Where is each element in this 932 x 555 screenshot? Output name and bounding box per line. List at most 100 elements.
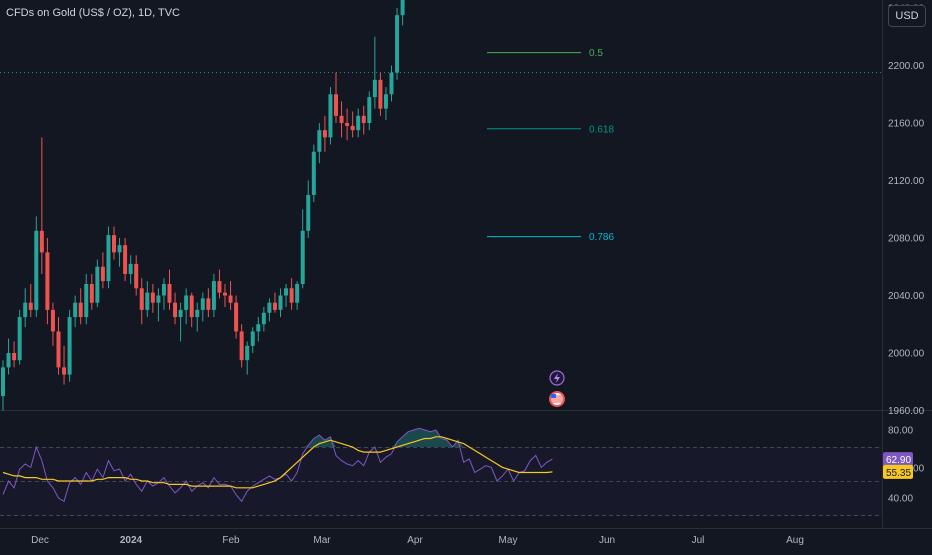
- fib-extension-label: 0.618: [589, 124, 614, 135]
- time-axis-label: Feb: [222, 535, 240, 546]
- candle-body: [39, 230, 44, 253]
- fib-extension-label: 0.786: [589, 232, 614, 243]
- rsi-value-label: 62.90: [886, 455, 911, 466]
- candle-body: [389, 72, 394, 95]
- candle-body: [311, 151, 316, 195]
- candle-body: [112, 235, 116, 253]
- candle-body: [239, 331, 244, 361]
- candle-body: [84, 284, 89, 318]
- candle-body: [123, 245, 128, 274]
- candle-body: [100, 266, 105, 282]
- candle-body: [17, 317, 22, 361]
- candle-body: [23, 302, 28, 318]
- candle-body: [322, 130, 327, 138]
- candle-body: [50, 309, 55, 332]
- event-icons[interactable]: [549, 370, 565, 407]
- candle-body: [106, 235, 111, 282]
- candle-body: [328, 94, 333, 138]
- candle-body: [228, 295, 233, 303]
- candle-body: [34, 230, 39, 310]
- candle-body: [184, 295, 189, 310]
- candle-body: [350, 125, 355, 131]
- us-flag-icon: [549, 391, 565, 407]
- price-tick-label: 2000.00: [888, 349, 925, 360]
- flag-canton: [551, 394, 556, 398]
- rsi-tick-label: 80.00: [888, 426, 913, 437]
- currency-button[interactable]: USD: [888, 5, 926, 27]
- price-tick-label: 2160.00: [888, 119, 925, 130]
- lightning-icon: [549, 370, 565, 386]
- candle-body: [250, 331, 255, 346]
- time-axis-label: Jul: [692, 535, 705, 546]
- candle-body: [211, 281, 216, 310]
- time-axis-label: Aug: [786, 535, 804, 546]
- candle-body: [306, 194, 311, 231]
- candle-body: [234, 302, 239, 332]
- rsi-ma-line: [2, 436, 553, 489]
- candle-body: [73, 302, 78, 318]
- price-tick-label: 2200.00: [888, 61, 925, 72]
- rsi-tick-label: 40.00: [888, 494, 913, 505]
- candle-body: [95, 266, 100, 303]
- candle-body: [56, 331, 61, 368]
- candle-body: [189, 295, 194, 318]
- candle-body: [89, 284, 94, 303]
- candle-body: [395, 15, 400, 73]
- candle-body: [134, 263, 139, 289]
- candle-body: [295, 284, 300, 303]
- candle-body: [128, 263, 133, 274]
- symbol-title[interactable]: CFDs on Gold (US$ / OZ), 1D, TVC: [6, 7, 181, 19]
- candle-body: [167, 284, 172, 303]
- candle-body: [383, 94, 388, 109]
- candle-body: [161, 284, 166, 296]
- lightning-bolt: [554, 373, 560, 383]
- rsi-value-tag: [883, 452, 913, 467]
- candle-body: [28, 302, 33, 310]
- candle-body: [356, 115, 361, 131]
- candle-body: [145, 292, 150, 310]
- candle-body: [345, 123, 350, 126]
- candle-body: [339, 115, 344, 123]
- candle-body: [67, 317, 72, 375]
- candle-body: [62, 367, 67, 375]
- candle-body: [195, 309, 200, 318]
- candle-body: [200, 298, 205, 310]
- candle-body: [334, 94, 338, 116]
- candle-body: [6, 353, 11, 368]
- candle-body: [1, 367, 5, 397]
- candle-body: [139, 288, 144, 310]
- candle-body: [206, 298, 211, 310]
- candle-body: [278, 295, 283, 310]
- time-axis-label: Dec: [31, 535, 49, 546]
- candle-body: [361, 115, 366, 123]
- candle-body: [45, 252, 50, 310]
- price-tick-label: 2040.00: [888, 291, 925, 302]
- candle-body: [378, 79, 383, 109]
- price-tick-label: 2080.00: [888, 234, 925, 245]
- fib-extension-label: 0.5: [589, 48, 603, 59]
- candle-body: [267, 302, 272, 313]
- candle-body: [272, 302, 277, 310]
- rsi-pane: [2, 427, 553, 503]
- candle-body: [150, 292, 155, 303]
- rsi-ma-label: 55.35: [886, 468, 911, 479]
- candle-body: [289, 288, 294, 303]
- candle-body: [261, 312, 266, 325]
- time-axis-label: 2024: [120, 535, 143, 546]
- time-axis-label: Mar: [313, 535, 331, 546]
- candle-body: [12, 353, 17, 361]
- time-axis-label: May: [499, 535, 518, 546]
- candle-series: [1, 0, 405, 411]
- candle-body: [300, 230, 305, 284]
- candle-body: [400, 0, 405, 16]
- candle-body: [284, 288, 289, 296]
- candle-body: [217, 281, 222, 293]
- candle-body: [178, 309, 183, 318]
- candle-body: [367, 97, 372, 123]
- time-axis-label: Apr: [407, 535, 423, 546]
- candle-body: [223, 292, 227, 296]
